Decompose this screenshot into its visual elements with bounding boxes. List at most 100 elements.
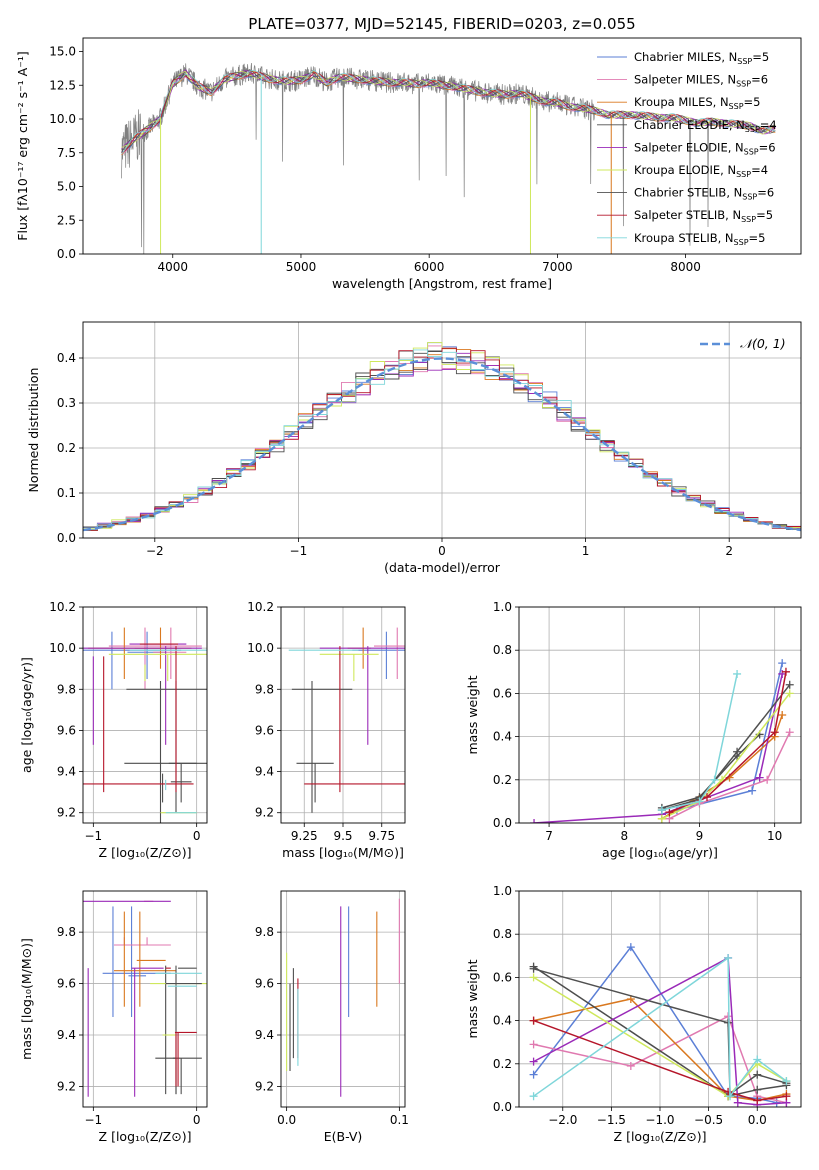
model-line-8 [121, 69, 776, 155]
legend-n: =5 [744, 95, 761, 109]
x-tick-label: 9.25 [291, 829, 318, 843]
legend-subscript: SSP [741, 215, 756, 224]
legend-subscript: SSP [737, 57, 752, 66]
x-axis-label: age [log₁₀(age/yr)] [602, 845, 718, 860]
weight-marker [626, 943, 635, 952]
y-tick-label: 10.0 [247, 641, 274, 655]
plot-area-mass_vs_Z [83, 900, 207, 1097]
weight-marker [782, 1092, 791, 1101]
y-tick-label: 0.4 [57, 351, 76, 365]
legend-label: 𝒩(0, 1) [740, 336, 786, 351]
y-axis-label: Normed distribution [26, 368, 41, 493]
legend-subscript: SSP [729, 102, 744, 111]
weight-marker [753, 1055, 762, 1064]
weight-marker [529, 1040, 538, 1049]
x-tick-label: −1 [84, 1113, 102, 1127]
x-axis-label: wavelength [Angstrom, rest frame] [332, 276, 552, 291]
weight-marker [733, 747, 742, 756]
legend-name: Kroupa ELODIE, N [634, 163, 736, 177]
y-tick-label: 12.5 [49, 78, 76, 92]
y-tick-label: 0.6 [493, 686, 512, 700]
y-tick-label: 9.8 [255, 682, 274, 696]
y-tick-label: 9.2 [57, 1079, 76, 1093]
legend-subscript: SSP [736, 170, 751, 179]
legend-label: Salpeter MILES, NSSP=6 [634, 73, 768, 89]
weight-marker [785, 728, 794, 737]
weight-marker [785, 689, 794, 698]
x-tick-label: 5000 [286, 260, 317, 274]
weight-marker [733, 669, 742, 678]
weight-marker [778, 659, 787, 668]
panel-weight_vs_age: 7 8 9 10 0.0 0.2 0.4 0.6 0.8 1.0 age [log₁₀(age/yr… [465, 600, 802, 860]
legend-n: =5 [752, 50, 769, 64]
weight-line-0 [533, 945, 777, 1104]
axes-frame [518, 606, 802, 824]
figure-title: PLATE=0377, MJD=52145, FIBERID=0203, z=0… [248, 15, 635, 33]
legend-subscript: SSP [742, 193, 757, 202]
weight-marker [710, 775, 719, 784]
plot-area-mass_vs_ebv [286, 898, 400, 1097]
y-tick-label: 0.8 [493, 927, 512, 941]
y-tick-label: 9.4 [255, 1028, 274, 1042]
y-tick-label: 9.2 [255, 806, 274, 820]
y-tick-label: 10.0 [49, 112, 76, 126]
y-tick-label: 9.8 [255, 925, 274, 939]
x-tick-label: −0.5 [694, 1113, 723, 1127]
legend-name: Chabrier ELODIE, N [634, 118, 745, 132]
weight-marker [695, 797, 704, 806]
y-tick-label: 0.1 [57, 486, 76, 500]
x-axis-label: Z [log₁₀(Z/Z⊙)] [614, 1129, 707, 1144]
weight-marker [703, 793, 711, 802]
legend-label: Chabrier STELIB, NSSP=6 [634, 186, 774, 202]
legend-name: Salpeter ELODIE, N [634, 140, 744, 154]
y-tick-label: 0.0 [493, 1100, 512, 1114]
weight-line-4 [533, 673, 783, 823]
axes-frame [82, 37, 802, 255]
x-tick-label: 0 [193, 1113, 201, 1127]
model-line-7 [121, 71, 776, 154]
y-tick-label: 9.6 [255, 723, 274, 737]
y-tick-label: 0.6 [493, 970, 512, 984]
legend-label: Kroupa STELIB, NSSP=5 [634, 231, 765, 247]
x-tick-label: 0.1 [390, 1113, 409, 1127]
x-tick-label: 7 [545, 829, 553, 843]
legend-subscript: SSP [745, 125, 760, 134]
y-tick-label: 9.6 [255, 977, 274, 991]
y-tick-label: 0.2 [493, 1057, 512, 1071]
legend-n: =4 [760, 118, 777, 132]
panel-age_vs_Z: −1 0 9.2 9.4 9.6 9.8 10.0 10.2 Z [log₁₀(Z/Z⊙)] ag… [19, 600, 208, 860]
y-tick-label: 0.2 [57, 441, 76, 455]
weight-marker [724, 953, 733, 962]
legend-n: =5 [756, 208, 773, 222]
y-tick-label: 15.0 [49, 45, 76, 59]
axes-frame [280, 606, 406, 824]
x-axis-label: mass [log₁₀(M/M⊙)] [282, 845, 404, 860]
normal-reference-curve [83, 357, 801, 532]
plot-area-residuals [83, 342, 801, 532]
y-tick-label: 9.2 [57, 806, 76, 820]
plot-area-spectrum [121, 62, 776, 254]
y-tick-label: 9.6 [57, 723, 76, 737]
y-tick-label: 0.0 [493, 816, 512, 830]
x-tick-label: 10 [767, 829, 782, 843]
legend-name: Chabrier STELIB, N [634, 186, 742, 200]
x-axis-label: (data-model)/error [384, 560, 501, 575]
weight-marker [726, 1092, 735, 1101]
histogram-8 [83, 349, 801, 530]
y-axis-label: age [log₁₀(age/yr)] [19, 657, 34, 773]
x-tick-label: −2.0 [548, 1113, 577, 1127]
x-axis-label: Z [log₁₀(Z/Z⊙)] [99, 1129, 192, 1144]
plot-area-age_vs_Z [83, 627, 207, 823]
y-tick-label: 9.4 [57, 1028, 76, 1042]
y-axis-label: Flux [fλ10⁻¹⁷ erg cm⁻² s⁻¹ A⁻¹] [15, 51, 30, 240]
weight-marker [763, 775, 772, 784]
axes-frame [82, 321, 802, 539]
weight-marker [529, 964, 538, 973]
x-tick-label: 9.5 [333, 829, 352, 843]
axes-frame [82, 890, 208, 1108]
model-line-3 [121, 69, 776, 153]
legend-name: Salpeter STELIB, N [634, 208, 741, 222]
y-tick-label: 10.2 [247, 600, 274, 614]
weight-marker [724, 1018, 733, 1027]
